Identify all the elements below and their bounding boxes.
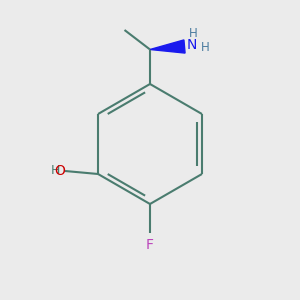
Text: O: O [54,164,65,178]
Text: H: H [51,164,61,177]
Text: F: F [146,238,154,252]
Text: H: H [200,41,209,54]
Polygon shape [150,40,185,53]
Text: H: H [188,27,197,40]
Text: N: N [186,38,197,52]
